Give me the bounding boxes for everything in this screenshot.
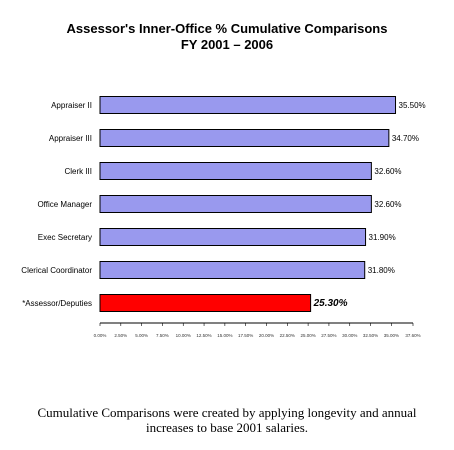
chart-title-block: Assessor's Inner-Office % Cumulative Com…	[0, 21, 454, 53]
x-tick-label: 7.50%	[156, 333, 169, 338]
category-label: Appraiser III	[49, 134, 92, 143]
category-label: Exec Secretary	[38, 233, 92, 242]
x-tick-label: 27.50%	[321, 333, 336, 338]
bar-6	[99, 294, 312, 312]
x-tick-label: 37.60%	[405, 333, 420, 338]
x-tick-label: 15.00%	[217, 333, 232, 338]
category-label: Appraiser II	[51, 101, 92, 110]
bar-1	[99, 129, 390, 147]
category-label: Office Manager	[37, 200, 92, 209]
x-tick-label: 10.00%	[176, 333, 191, 338]
bar-3	[99, 195, 372, 213]
value-label: 32.60%	[374, 167, 401, 176]
x-tick-label: 30.00%	[342, 333, 357, 338]
bar-5	[99, 261, 366, 279]
x-tick-label: 12.50%	[196, 333, 211, 338]
x-tick-label: 32.50%	[363, 333, 378, 338]
value-label: 32.60%	[374, 200, 401, 209]
x-tick-label: 22.50%	[280, 333, 295, 338]
value-label: 31.90%	[369, 233, 396, 242]
value-label: 25.30%	[313, 298, 348, 309]
bar-4	[99, 228, 367, 246]
x-tick-label: 0.00%	[94, 333, 107, 338]
value-label: 35.50%	[399, 101, 426, 110]
bar-2	[99, 162, 372, 180]
chart-caption: Cumulative Comparisons were created by a…	[37, 405, 417, 435]
chart-subtitle: FY 2001 – 2006	[180, 37, 274, 52]
x-tick-label: 25.00%	[300, 333, 315, 338]
category-label: *Assessor/Deputies	[22, 299, 92, 308]
x-tick-label: 35.00%	[384, 333, 399, 338]
x-tick-label: 2.50%	[114, 333, 127, 338]
value-label: 31.80%	[368, 266, 395, 275]
bar-0	[99, 96, 397, 114]
category-label: Clerk III	[64, 167, 92, 176]
chart-title: Assessor's Inner-Office % Cumulative Com…	[66, 21, 388, 36]
x-tick-label: 17.50%	[238, 333, 253, 338]
value-label: 34.70%	[392, 134, 419, 143]
x-tick-label: 20.00%	[259, 333, 274, 338]
category-label: Clerical Coordinator	[21, 266, 92, 275]
x-tick-label: 5.00%	[135, 333, 148, 338]
